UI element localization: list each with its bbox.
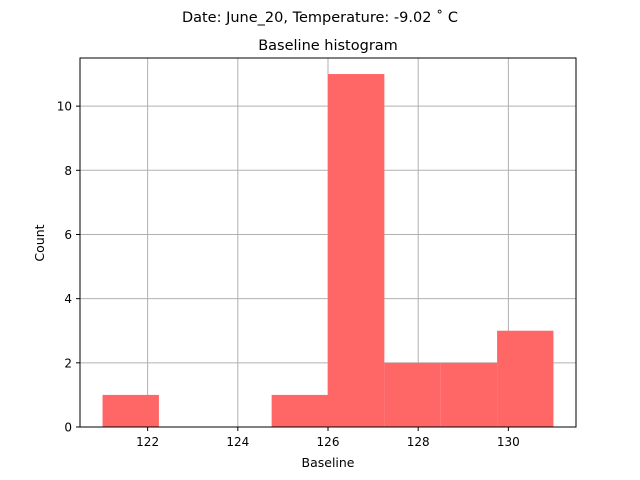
x-tick-label: 130 xyxy=(497,435,520,449)
y-tick-label: 4 xyxy=(64,292,72,306)
y-tick-label: 2 xyxy=(64,356,72,370)
x-axis-label: Baseline xyxy=(302,455,355,470)
y-axis-label: Count xyxy=(32,224,47,261)
x-tick-label: 126 xyxy=(317,435,340,449)
x-tick-label: 128 xyxy=(407,435,430,449)
x-tick-label: 124 xyxy=(226,435,249,449)
histogram-bar xyxy=(440,362,498,427)
histogram-bar xyxy=(271,394,328,427)
chart-title: Baseline histogram xyxy=(258,38,398,54)
histogram-bars xyxy=(102,74,554,427)
y-tick-label: 6 xyxy=(64,228,72,242)
histogram-bar xyxy=(328,74,385,427)
histogram-bar xyxy=(384,362,441,427)
y-axis-ticks: 0 2 4 6 8 10 xyxy=(57,100,80,435)
y-tick-label: 10 xyxy=(57,100,72,114)
y-tick-label: 0 xyxy=(64,421,72,435)
figure-suptitle: Date: June_20, Temperature: -9.02 ˚ C xyxy=(182,9,458,26)
y-tick-label: 8 xyxy=(64,164,72,178)
histogram-bar xyxy=(102,394,159,427)
histogram-bar xyxy=(497,330,554,427)
x-tick-label: 122 xyxy=(136,435,159,449)
x-axis-ticks: 122 124 126 128 130 xyxy=(136,427,520,449)
